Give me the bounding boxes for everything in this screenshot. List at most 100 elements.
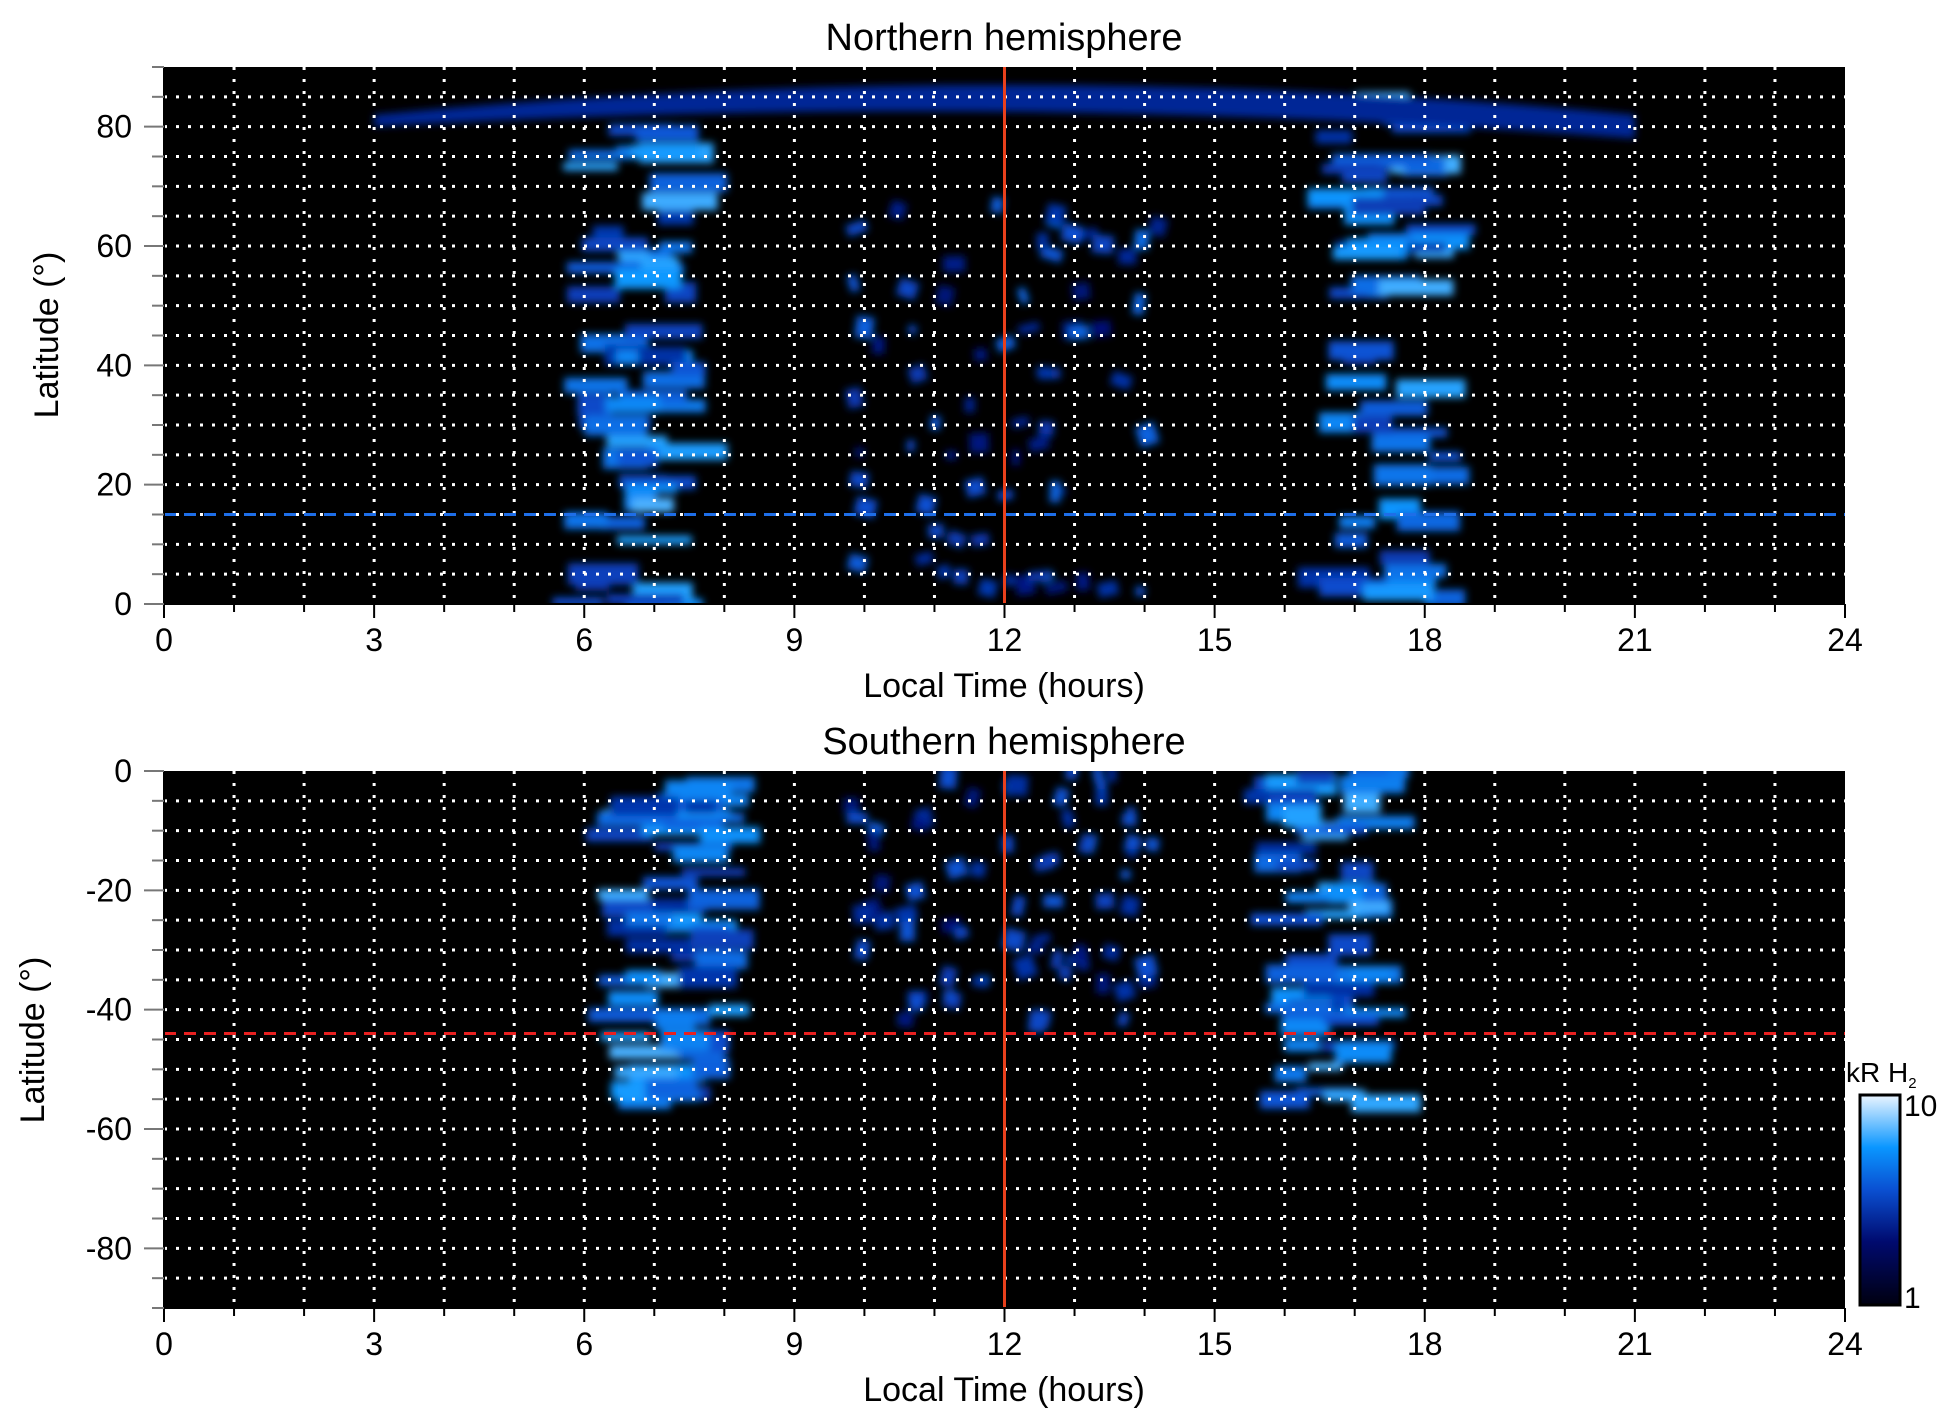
heatmap-cell: [1265, 1003, 1332, 1014]
x-tick-label: 21: [1617, 622, 1653, 658]
southern-title: Southern hemisphere: [822, 721, 1185, 763]
heatmap-cell: [1060, 809, 1076, 829]
heatmap-cell: [1125, 847, 1138, 859]
x-tick-label: 15: [1197, 1326, 1233, 1362]
heatmap-cell: [1011, 449, 1021, 466]
x-tick-label: 12: [987, 1326, 1023, 1362]
heatmap-cell: [626, 912, 673, 926]
heatmap-cell: [1363, 583, 1434, 601]
heatmap-cell: [1392, 120, 1471, 133]
heatmap-cell: [552, 597, 604, 604]
heatmap-cell: [1335, 1041, 1392, 1063]
heatmap-cell: [1122, 813, 1137, 826]
heatmap-cell: [1276, 859, 1317, 871]
heatmap-cell: [895, 277, 920, 301]
heatmap-cell: [1049, 949, 1064, 970]
heatmap-cell: [1135, 585, 1146, 597]
heatmap-cell: [927, 523, 945, 539]
heatmap-cell: [566, 261, 641, 274]
heatmap-cell: [1005, 774, 1029, 797]
y-tick-label: 20: [96, 467, 132, 503]
colorbar-max-label: 10: [1904, 1090, 1937, 1123]
heatmap-cell: [1109, 370, 1133, 391]
x-tick-label: 24: [1827, 1326, 1863, 1362]
heatmap-cell: [1010, 895, 1027, 917]
y-tick-label: -60: [86, 1111, 132, 1147]
heatmap-cell: [963, 786, 982, 809]
heatmap-cell: [657, 205, 694, 225]
heatmap-cell: [1424, 589, 1466, 604]
southern-ylabel: Latitude (°): [14, 957, 52, 1124]
heatmap-cell: [1112, 979, 1137, 1003]
heatmap-cell: [1107, 771, 1117, 783]
heatmap-cell: [866, 829, 881, 852]
heatmap-cell: [1057, 964, 1073, 981]
heatmap-cell: [904, 881, 926, 902]
heatmap-cell: [1041, 851, 1061, 868]
x-tick-label: 18: [1407, 622, 1443, 658]
heatmap-cell: [953, 568, 969, 585]
heatmap-cell: [977, 577, 999, 599]
northern-ylabel: Latitude (°): [28, 252, 66, 419]
heatmap-cell: [1339, 775, 1405, 794]
heatmap-cell: [647, 443, 728, 460]
heatmap-cell: [1352, 415, 1393, 433]
heatmap-cell: [1381, 153, 1431, 167]
heatmap-cell: [654, 1011, 696, 1030]
heatmap-cell: [1133, 953, 1159, 979]
x-tick-label: 0: [155, 1326, 173, 1362]
heatmap-cell: [577, 393, 612, 416]
heatmap-cell: [1334, 532, 1368, 548]
heatmap-cell: [1308, 1062, 1343, 1071]
x-tick-label: 21: [1617, 1326, 1653, 1362]
heatmap-cell: [1068, 325, 1090, 341]
heatmap-cell: [592, 225, 624, 238]
heatmap-cell: [899, 919, 915, 942]
heatmap-cell: [1280, 1018, 1331, 1036]
heatmap-cell: [614, 1066, 677, 1079]
heatmap-cell: [642, 192, 718, 211]
heatmap-cell: [581, 237, 648, 252]
heatmap-cell: [1283, 1038, 1321, 1052]
heatmap-cell: [1077, 833, 1095, 855]
heatmap-cell: [686, 800, 717, 816]
heatmap-cell: [1032, 1008, 1052, 1029]
heatmap-cell: [1379, 550, 1430, 565]
heatmap-cell: [1328, 341, 1394, 360]
axes: [144, 66, 1846, 618]
heatmap-cell: [872, 336, 885, 355]
heatmap-cell: [1282, 805, 1322, 828]
heatmap-cell: [964, 476, 987, 499]
heatmap-cell: [563, 162, 618, 171]
heatmap-cell: [568, 149, 631, 160]
heatmap-cell: [659, 241, 693, 254]
heatmap-cell: [699, 826, 761, 844]
heatmap-cell: [938, 965, 958, 989]
heatmap-cell: [1101, 943, 1122, 962]
heatmap-cell: [1328, 934, 1372, 956]
heatmap-cell: [1052, 786, 1071, 808]
heatmap-cell: [1131, 292, 1147, 316]
y-tick-label: 40: [96, 347, 132, 383]
x-tick-label: 3: [365, 622, 383, 658]
heatmap-cell: [910, 816, 929, 833]
heatmap-cell: [907, 324, 918, 335]
heatmap-cell: [906, 439, 916, 452]
heatmap-cell: [1360, 400, 1428, 416]
heatmap-cell: [1328, 1007, 1406, 1018]
heatmap-cell: [942, 989, 956, 1000]
heatmap-cell: [566, 286, 620, 303]
colorbar-min-label: 1: [1904, 1282, 1921, 1315]
heatmap-cell: [843, 797, 860, 814]
heatmap-cell: [635, 125, 699, 142]
heatmap-cell: [934, 284, 956, 307]
heatmap-cell: [1031, 932, 1052, 946]
heatmap-cell: [606, 435, 668, 447]
heatmap-cell: [584, 414, 648, 436]
heatmap-cell: [610, 796, 679, 816]
y-tick-label: 80: [96, 109, 132, 145]
colorbar: kR H2 10 1: [1846, 1057, 1937, 1315]
heatmap-cell: [625, 938, 692, 954]
heatmap-cell: [1373, 427, 1448, 438]
heatmap-cell: [990, 196, 1005, 214]
